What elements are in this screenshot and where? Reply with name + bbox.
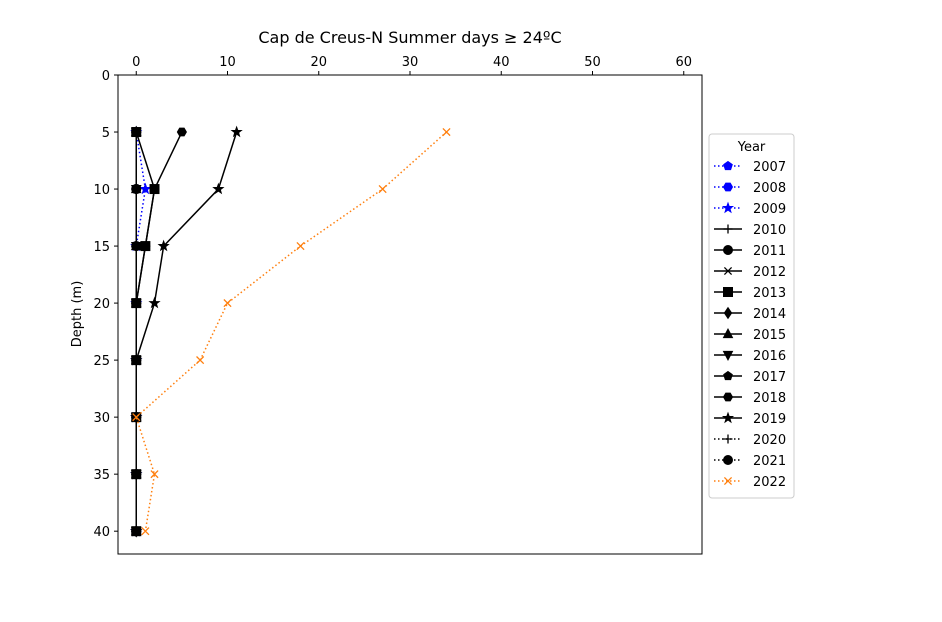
data-point-2021 <box>131 469 142 480</box>
legend-item-2020: 2020 <box>714 433 786 448</box>
plot-frame <box>117 74 703 555</box>
legend-marker <box>722 182 734 192</box>
legend-box <box>708 133 795 499</box>
legend-label: 2007 <box>753 160 786 175</box>
x-tick-label: 10 <box>219 55 236 70</box>
legend-label: 2012 <box>753 265 786 280</box>
legend-label: 2016 <box>753 349 786 364</box>
chart-title: Cap de Creus-N Summer days ≥ 24ºC <box>258 28 561 47</box>
legend-marker <box>722 350 734 362</box>
legend-label: 2021 <box>753 454 786 469</box>
series-2022 <box>132 127 451 536</box>
legend-label: 2014 <box>753 307 786 322</box>
x-tick-label: 20 <box>310 55 327 70</box>
data-point-2021 <box>131 184 142 195</box>
legend-marker <box>721 411 735 424</box>
data-point-2018 <box>149 184 160 194</box>
x-tick-label: 50 <box>584 55 601 70</box>
legend-marker <box>722 327 734 339</box>
data-point-2021 <box>131 526 142 537</box>
plot-area: 0 10 20 30 40 50 60 0 5 10 15 20 25 30 35 40 <box>93 55 703 555</box>
legend-item-2007: 2007 <box>714 160 786 175</box>
data-point-2018 <box>176 127 187 137</box>
legend-label: 2009 <box>753 202 786 217</box>
series-line-2022 <box>135 131 447 532</box>
legend-item-2011: 2011 <box>714 244 786 259</box>
data-point-2021 <box>131 355 142 366</box>
legend-label: 2019 <box>753 412 786 427</box>
data-point-2019 <box>230 125 243 138</box>
legend-marker <box>722 392 734 402</box>
data-point-2021 <box>131 241 142 252</box>
legend-item-2010: 2010 <box>714 223 786 238</box>
data-point-2022 <box>150 470 159 479</box>
legend: Year 2007 2008 2009 2010 2011 2012 2013 2014 2015… <box>708 133 795 499</box>
x-tick-label: 60 <box>675 55 692 70</box>
x-tick-label: 30 <box>402 55 419 70</box>
data-point-2022 <box>223 299 232 308</box>
data-point-2022 <box>442 127 451 137</box>
legend-item-2021: 2021 <box>714 454 786 469</box>
legend-marker <box>723 245 733 255</box>
data-point-2022 <box>132 413 141 422</box>
legend-item-2019: 2019 <box>714 411 786 427</box>
y-tick-label: 0 <box>102 69 110 84</box>
data-point-2019 <box>157 239 170 252</box>
legend-marker <box>723 160 733 171</box>
data-point-2019 <box>148 296 161 309</box>
legend-label: 2018 <box>753 391 786 406</box>
legend-title: Year <box>737 140 766 155</box>
legend-label: 2011 <box>753 244 786 259</box>
data-point-2018 <box>140 241 151 251</box>
legend-marker <box>723 476 733 486</box>
y-tick-label: 40 <box>93 525 110 540</box>
legend-item-2015: 2015 <box>714 327 786 343</box>
legend-label: 2013 <box>753 286 786 301</box>
legend-label: 2020 <box>753 433 786 448</box>
legend-marker <box>723 306 733 320</box>
legend-item-2022: 2022 <box>714 475 786 490</box>
legend-marker <box>723 287 733 297</box>
y-axis-label: Depth (m) <box>70 281 85 348</box>
y-tick-label: 35 <box>93 468 110 483</box>
legend-label: 2017 <box>753 370 786 385</box>
legend-label: 2010 <box>753 223 786 238</box>
data-point-2019 <box>212 182 225 195</box>
legend-marker <box>723 434 733 444</box>
y-tick-label: 15 <box>93 240 110 255</box>
legend-item-2012: 2012 <box>714 265 786 280</box>
data-point-2022 <box>296 242 305 251</box>
data-point-2021 <box>131 127 142 138</box>
legend-marker <box>723 370 733 381</box>
legend-item-2018: 2018 <box>714 391 786 406</box>
legend-label: 2015 <box>753 328 786 343</box>
legend-label: 2022 <box>753 475 786 490</box>
series-2021 <box>131 127 142 537</box>
legend-item-2014: 2014 <box>714 306 786 322</box>
y-tick-label: 10 <box>93 183 110 198</box>
y-tick-label: 5 <box>102 126 110 141</box>
data-point-2022 <box>141 527 150 536</box>
y-tick-label: 30 <box>93 411 110 426</box>
data-point-2009 <box>139 182 152 195</box>
legend-marker <box>721 201 735 214</box>
legend-item-2016: 2016 <box>714 349 786 364</box>
legend-label: 2008 <box>753 181 786 196</box>
x-tick-label: 40 <box>493 55 510 70</box>
legend-marker <box>723 224 733 234</box>
legend-item-2017: 2017 <box>714 370 786 385</box>
y-tick-label: 20 <box>93 297 110 312</box>
legend-marker <box>723 455 733 465</box>
data-point-2022 <box>196 356 205 365</box>
legend-item-2008: 2008 <box>714 181 786 196</box>
legend-item-2013: 2013 <box>714 286 786 301</box>
data-point-2021 <box>131 298 142 309</box>
legend-marker <box>723 266 733 276</box>
legend-item-2009: 2009 <box>714 201 786 217</box>
data-point-2022 <box>378 184 387 194</box>
x-tick-label: 0 <box>132 55 140 70</box>
y-tick-label: 25 <box>93 354 110 369</box>
